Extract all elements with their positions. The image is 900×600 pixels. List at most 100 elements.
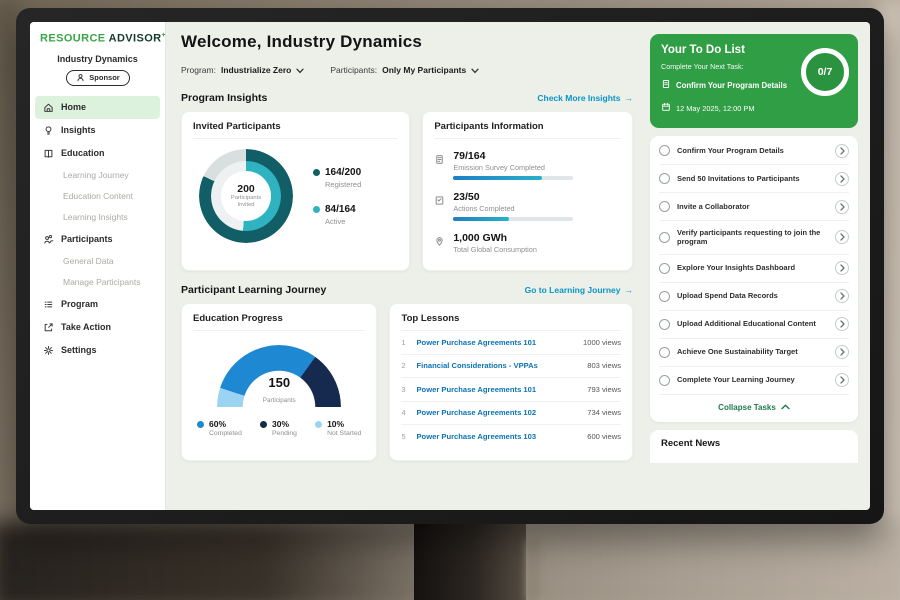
- invited-legend: 164/200 Registered 84/164 Active: [313, 167, 361, 226]
- sidebar-item-label: Take Action: [61, 322, 112, 333]
- collapse-label: Collapse Tasks: [718, 402, 776, 412]
- lesson-rank: 2: [401, 361, 406, 371]
- chevron-right-icon[interactable]: [835, 230, 849, 245]
- sponsor-badge[interactable]: Sponsor: [65, 69, 130, 86]
- task-checkbox[interactable]: [659, 262, 670, 274]
- task-row[interactable]: Achieve One Sustainability Target: [659, 339, 849, 367]
- task-checkbox[interactable]: [659, 346, 670, 358]
- progress-bar-fill: [453, 176, 543, 180]
- lesson-row[interactable]: 2 Financial Considerations - VPPAs 803 v…: [401, 355, 621, 378]
- insights-icon: [43, 125, 54, 136]
- chevron-down-icon: [296, 61, 304, 79]
- task-row[interactable]: Complete Your Learning Journey: [659, 367, 849, 395]
- card-title: Invited Participants: [193, 121, 399, 139]
- invited-chart-area: 200 Participants Invited 164/200 Registe…: [193, 149, 398, 243]
- lesson-link[interactable]: Power Purchase Agreements 102: [416, 408, 537, 418]
- collapse-tasks-link[interactable]: Collapse Tasks: [659, 395, 849, 421]
- task-checkbox[interactable]: [659, 318, 670, 330]
- task-label: Upload Spend Data Records: [677, 291, 778, 301]
- sidebar-item-take-action[interactable]: Take Action: [30, 316, 165, 339]
- go-to-learning-journey-link[interactable]: Go to Learning Journey →: [525, 285, 633, 295]
- sidebar-item-manage-participants[interactable]: Manage Participants: [30, 272, 165, 293]
- top-lessons-card: Top Lessons 1 Power Purchase Agreements …: [389, 303, 633, 461]
- card-title: Participants Information: [434, 121, 621, 139]
- home-icon: [43, 102, 54, 113]
- lesson-row[interactable]: 3 Power Purchase Agreements 101 793 view…: [401, 378, 621, 402]
- task-row[interactable]: Upload Spend Data Records: [659, 283, 849, 311]
- task-row[interactable]: Send 50 Invitations to Participants: [659, 165, 849, 193]
- gauge-center-label: Participants: [262, 397, 296, 404]
- education-legend: 60% Completed 30% Pending 10% Not Starte…: [193, 419, 365, 437]
- program-dropdown[interactable]: Program: Industrialize Zero: [181, 61, 304, 79]
- stat-value: 1,000 GWh: [453, 232, 508, 244]
- chevron-right-icon[interactable]: [835, 199, 849, 214]
- legend-dot: [313, 168, 320, 176]
- chevron-right-icon[interactable]: [835, 373, 849, 387]
- sidebar-item-learning-insights[interactable]: Learning Insights: [30, 207, 165, 228]
- sidebar-item-settings[interactable]: Settings: [30, 339, 165, 362]
- participants-dropdown[interactable]: Participants: Only My Participants: [330, 61, 479, 79]
- lesson-link[interactable]: Financial Considerations - VPPAs: [416, 361, 538, 371]
- chevron-right-icon[interactable]: [835, 289, 849, 303]
- task-row[interactable]: Upload Additional Educational Content: [659, 311, 849, 339]
- task-label: Send 50 Invitations to Participants: [677, 173, 800, 183]
- sidebar-item-learning-journey[interactable]: Learning Journey: [30, 165, 165, 186]
- education-progress-card: Education Progress 150 Participants 60% …: [181, 303, 378, 461]
- lesson-link[interactable]: Power Purchase Agreements 103: [416, 432, 537, 442]
- sidebar-item-insights[interactable]: Insights: [30, 119, 165, 142]
- task-label: Upload Additional Educational Content: [677, 319, 816, 329]
- chevron-right-icon[interactable]: [835, 261, 849, 275]
- sidebar-item-participants[interactable]: Participants: [30, 228, 165, 251]
- legend-value: 30%: [272, 419, 290, 429]
- logo-secondary: ADVISOR: [108, 32, 162, 45]
- background-left: [0, 0, 20, 530]
- lesson-row[interactable]: 4 Power Purchase Agreements 102 734 view…: [401, 402, 621, 425]
- task-row[interactable]: Verify participants requesting to join t…: [659, 221, 849, 255]
- sponsor-icon: [75, 72, 86, 83]
- chevron-right-icon[interactable]: [835, 171, 849, 186]
- task-checkbox[interactable]: [659, 201, 670, 212]
- arrow-right-icon: →: [624, 93, 634, 103]
- task-row[interactable]: Explore Your Insights Dashboard: [659, 255, 849, 283]
- legend-item-pending: 30% Pending: [260, 419, 297, 437]
- lesson-link[interactable]: Power Purchase Agreements 101: [416, 384, 537, 394]
- todo-progress-ring: 0/7: [801, 48, 849, 96]
- monitor-frame: RESOURCE ADVISOR+ Industry Dynamics Spon…: [16, 8, 884, 524]
- lesson-rank: 5: [401, 432, 406, 442]
- chevron-right-icon[interactable]: [835, 143, 849, 158]
- sidebar-item-education[interactable]: Education: [30, 142, 165, 165]
- program-label: Program:: [181, 65, 216, 75]
- lesson-row[interactable]: 5 Power Purchase Agreements 103 600 view…: [401, 425, 621, 449]
- donut-center: 200 Participants Invited: [221, 171, 271, 221]
- sidebar-subitem-label: Learning Journey: [63, 170, 129, 181]
- education-gauge-chart: 150 Participants: [217, 345, 342, 407]
- lesson-link[interactable]: Power Purchase Agreements 101: [416, 337, 537, 347]
- chevron-right-icon[interactable]: [835, 345, 849, 359]
- legend-value: 84/164: [325, 203, 356, 215]
- legend-value: 164/200: [325, 166, 362, 178]
- task-row[interactable]: Confirm Your Program Details: [659, 137, 849, 165]
- legend-item-active: 84/164 Active: [313, 204, 361, 226]
- sidebar-item-general-data[interactable]: General Data: [30, 251, 165, 272]
- document-icon: [661, 76, 671, 94]
- program-insights-header: Program Insights Check More Insights →: [181, 92, 633, 104]
- sidebar-item-program[interactable]: Program: [30, 293, 165, 316]
- invited-participants-card: Invited Participants 200 Participants In…: [181, 111, 411, 271]
- lesson-row[interactable]: 1 Power Purchase Agreements 101 1000 vie…: [401, 331, 621, 355]
- sidebar: RESOURCE ADVISOR+ Industry Dynamics Spon…: [30, 22, 166, 510]
- task-checkbox[interactable]: [659, 173, 670, 184]
- todo-due-label: 12 May 2025, 12:00 PM: [676, 103, 755, 113]
- task-row[interactable]: Invite a Collaborator: [659, 193, 849, 221]
- task-checkbox[interactable]: [659, 145, 670, 156]
- sidebar-item-education-content[interactable]: Education Content: [30, 186, 165, 207]
- legend-item-completed: 60% Completed: [197, 419, 242, 437]
- todo-progress-value: 0/7: [817, 66, 833, 78]
- check-more-insights-link[interactable]: Check More Insights →: [537, 93, 633, 103]
- lesson-views: 600 views: [587, 432, 621, 442]
- card-title: Top Lessons: [401, 313, 621, 331]
- task-checkbox[interactable]: [659, 374, 670, 386]
- task-checkbox[interactable]: [659, 231, 670, 243]
- task-checkbox[interactable]: [659, 290, 670, 302]
- chevron-right-icon[interactable]: [835, 317, 849, 331]
- sidebar-item-home[interactable]: Home: [35, 95, 160, 119]
